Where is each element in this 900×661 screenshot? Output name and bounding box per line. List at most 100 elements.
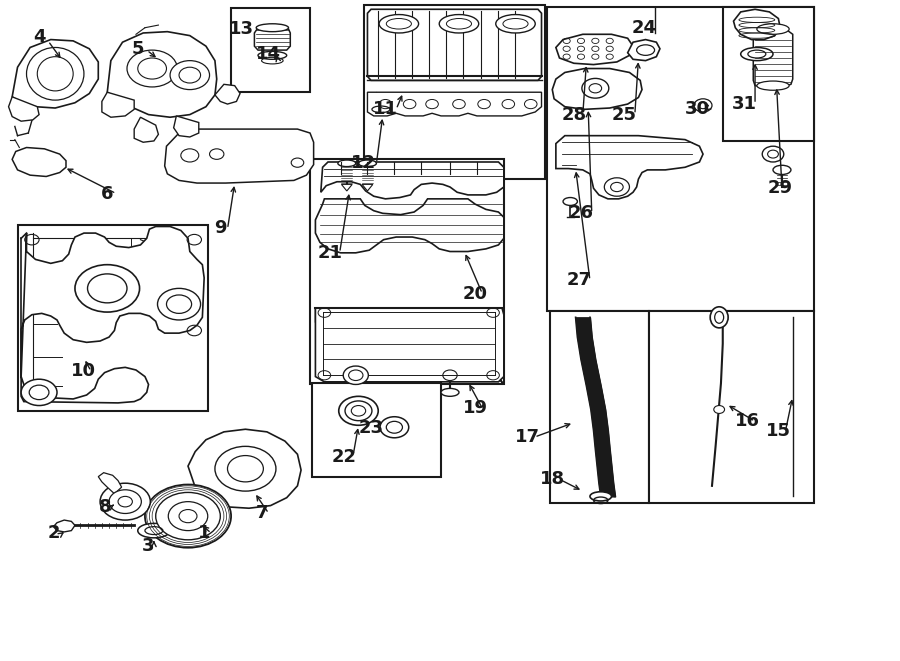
Text: 20: 20 xyxy=(463,285,488,303)
Text: 11: 11 xyxy=(373,100,398,118)
Text: 7: 7 xyxy=(256,504,268,522)
Circle shape xyxy=(145,485,231,548)
Text: 17: 17 xyxy=(515,428,540,446)
Circle shape xyxy=(582,79,608,98)
Text: 19: 19 xyxy=(463,399,488,417)
Polygon shape xyxy=(255,29,291,50)
Bar xyxy=(551,311,649,503)
Polygon shape xyxy=(553,69,642,109)
Bar xyxy=(17,225,208,410)
Polygon shape xyxy=(188,429,302,508)
Ellipse shape xyxy=(710,307,728,328)
Text: 14: 14 xyxy=(256,45,282,63)
Polygon shape xyxy=(556,136,703,199)
Polygon shape xyxy=(98,473,122,494)
Ellipse shape xyxy=(741,48,773,61)
Text: 5: 5 xyxy=(131,40,144,58)
Circle shape xyxy=(604,178,629,196)
Ellipse shape xyxy=(590,492,611,501)
Text: 27: 27 xyxy=(567,272,591,290)
Text: 31: 31 xyxy=(732,95,757,113)
Polygon shape xyxy=(165,129,313,183)
Polygon shape xyxy=(367,93,542,116)
Circle shape xyxy=(228,455,264,482)
Text: 18: 18 xyxy=(540,470,565,488)
Text: 1: 1 xyxy=(198,524,211,542)
Bar xyxy=(649,311,814,503)
Polygon shape xyxy=(215,85,240,104)
Ellipse shape xyxy=(773,165,791,175)
Text: 23: 23 xyxy=(358,419,383,437)
Ellipse shape xyxy=(439,15,479,33)
Polygon shape xyxy=(21,227,204,403)
Bar xyxy=(231,8,310,93)
Ellipse shape xyxy=(757,24,789,34)
Circle shape xyxy=(100,483,150,520)
Text: 6: 6 xyxy=(101,184,113,202)
Text: 9: 9 xyxy=(214,219,227,237)
Polygon shape xyxy=(13,147,66,176)
Polygon shape xyxy=(315,199,504,253)
Circle shape xyxy=(343,366,368,385)
Circle shape xyxy=(21,379,57,406)
Polygon shape xyxy=(753,29,793,87)
Text: 22: 22 xyxy=(331,448,356,466)
Text: 29: 29 xyxy=(768,179,793,198)
Polygon shape xyxy=(320,162,504,199)
Text: 25: 25 xyxy=(612,106,636,124)
Text: 28: 28 xyxy=(562,106,587,124)
Text: 3: 3 xyxy=(142,537,155,555)
Text: 8: 8 xyxy=(99,498,112,516)
Ellipse shape xyxy=(138,524,170,538)
Circle shape xyxy=(127,50,177,87)
Circle shape xyxy=(215,446,276,491)
Circle shape xyxy=(714,406,724,413)
Polygon shape xyxy=(315,308,504,385)
Bar xyxy=(310,159,504,385)
Ellipse shape xyxy=(358,160,376,167)
Circle shape xyxy=(156,492,220,540)
Bar xyxy=(311,383,441,477)
Bar xyxy=(547,7,814,311)
Circle shape xyxy=(158,288,201,320)
Polygon shape xyxy=(362,184,373,191)
Bar xyxy=(723,7,814,141)
Circle shape xyxy=(170,61,210,90)
Polygon shape xyxy=(134,117,158,142)
Polygon shape xyxy=(102,93,134,117)
Polygon shape xyxy=(53,520,75,532)
Ellipse shape xyxy=(258,52,287,59)
Text: 15: 15 xyxy=(766,422,791,440)
Polygon shape xyxy=(734,9,780,40)
Polygon shape xyxy=(627,40,660,61)
Bar xyxy=(364,5,545,179)
Circle shape xyxy=(109,490,141,514)
Polygon shape xyxy=(556,34,633,65)
Ellipse shape xyxy=(563,198,578,206)
Text: 16: 16 xyxy=(735,412,760,430)
Text: 26: 26 xyxy=(569,204,593,222)
Ellipse shape xyxy=(379,15,418,33)
Polygon shape xyxy=(107,32,217,117)
Polygon shape xyxy=(9,97,39,121)
Text: 21: 21 xyxy=(318,244,342,262)
Circle shape xyxy=(694,98,712,112)
Circle shape xyxy=(87,274,127,303)
Circle shape xyxy=(380,416,409,438)
Circle shape xyxy=(762,146,784,162)
Text: 24: 24 xyxy=(631,19,656,37)
Text: 4: 4 xyxy=(32,28,45,46)
Ellipse shape xyxy=(338,160,356,167)
Polygon shape xyxy=(315,308,504,382)
Text: 10: 10 xyxy=(71,362,96,380)
Circle shape xyxy=(166,295,192,313)
Polygon shape xyxy=(341,184,352,191)
Text: 12: 12 xyxy=(351,154,376,173)
Circle shape xyxy=(168,502,208,531)
Circle shape xyxy=(338,397,378,425)
Polygon shape xyxy=(174,116,199,137)
Ellipse shape xyxy=(757,81,789,91)
Text: 30: 30 xyxy=(685,100,710,118)
Text: 13: 13 xyxy=(230,20,255,38)
Circle shape xyxy=(75,264,140,312)
